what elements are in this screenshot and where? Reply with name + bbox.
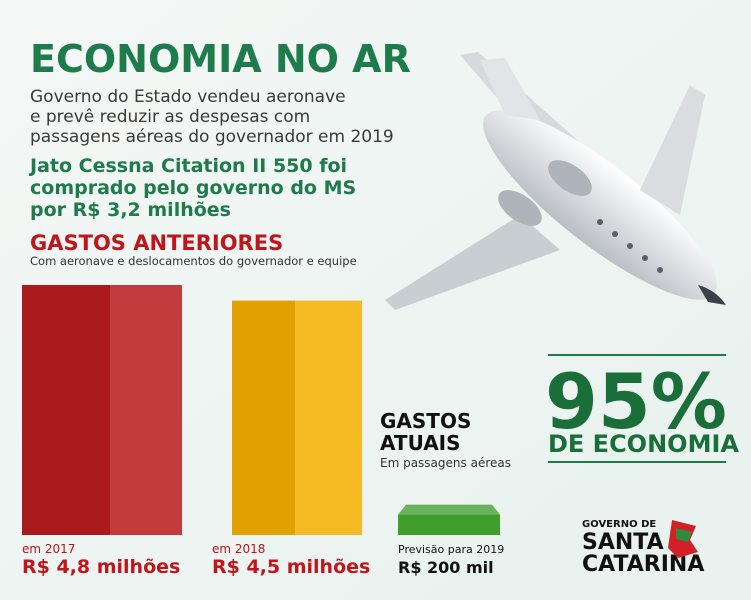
value-label: R$ 4,8 milhões bbox=[22, 556, 180, 578]
logo-text: GOVERNO DE bbox=[582, 519, 656, 530]
logo-text: CATARINA bbox=[582, 552, 704, 577]
bar-side bbox=[110, 285, 182, 535]
category-label: Previsão para 2019 bbox=[398, 543, 504, 556]
bar-front-shade bbox=[22, 285, 110, 535]
bar bbox=[232, 300, 362, 535]
section-note: Em passagens aéreas bbox=[380, 456, 511, 470]
section-title: ATUAIS bbox=[380, 431, 461, 455]
subtitle: e prevê reduzir as despesas com bbox=[30, 107, 310, 127]
headline: por R$ 3,2 milhões bbox=[30, 199, 231, 221]
subtitle: passagens aéreas do governador em 2019 bbox=[30, 127, 394, 147]
section-title: GASTOS bbox=[380, 409, 471, 433]
airplane bbox=[385, 52, 726, 310]
value-label: R$ 4,5 milhões bbox=[212, 556, 370, 578]
bar-side bbox=[295, 300, 362, 535]
logo: GOVERNO DE SANTA CATARINA bbox=[582, 519, 704, 577]
bar bbox=[398, 514, 500, 535]
bar bbox=[22, 285, 182, 535]
headline: Jato Cessna Citation II 550 foi bbox=[28, 155, 347, 177]
category-label: em 2018 bbox=[212, 542, 265, 556]
highlight-note: DE ECONOMIA bbox=[548, 430, 739, 458]
headline: comprado pelo governo do MS bbox=[30, 177, 356, 199]
subtitle: Governo do Estado vendeu aeronave bbox=[30, 87, 346, 107]
title: ECONOMIA NO AR bbox=[30, 37, 411, 81]
section-note: Com aeronave e deslocamentos do governad… bbox=[30, 254, 357, 268]
section-title: GASTOS ANTERIORES bbox=[30, 231, 283, 255]
bar-front-shade bbox=[232, 300, 295, 535]
value-label: R$ 200 mil bbox=[398, 558, 494, 577]
category-label: em 2017 bbox=[22, 542, 75, 556]
highlight: 95% bbox=[545, 357, 727, 446]
bar-top bbox=[398, 504, 500, 515]
logo-text: SANTA bbox=[582, 530, 664, 555]
